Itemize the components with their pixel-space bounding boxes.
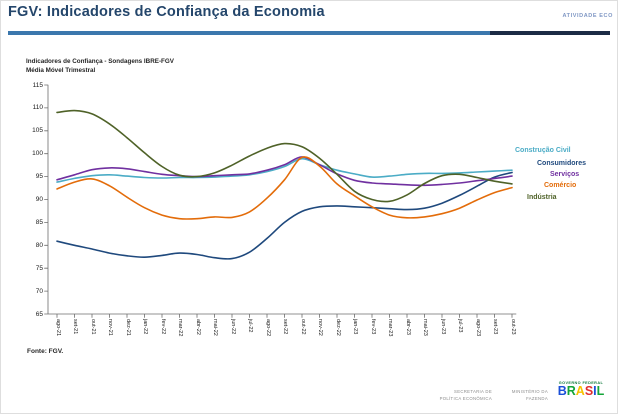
chart-title-line1: Indicadores de Confiança - Sondagens IBR… <box>26 58 174 65</box>
y-axis-label: 85 <box>35 218 43 226</box>
x-axis-label: dez-21 <box>124 318 131 336</box>
title-rule <box>8 31 610 35</box>
series-line-servicos <box>56 156 513 187</box>
legend-comercio: Comércio <box>544 182 577 189</box>
y-axis-label: 75 <box>35 264 43 272</box>
page-title: FGV: Indicadores de Confiança da Economi… <box>8 4 325 20</box>
governo-federal-logo: GOVERNO FEDERAL BRASIL <box>550 381 612 399</box>
footer-secretaria: Secretaria de Política Econômica <box>440 389 492 403</box>
y-axis-label: 80 <box>35 241 43 249</box>
legend-industria: Indústria <box>527 194 557 201</box>
brasil-letter: S <box>584 384 594 398</box>
x-axis-label: dez-22 <box>334 318 341 336</box>
x-axis-label: mar-22 <box>177 318 183 336</box>
x-axis-label: jun-23 <box>439 318 446 334</box>
footer-secretaria-line1: Secretaria de <box>454 389 492 394</box>
footer-secretaria-line2: Política Econômica <box>439 395 492 401</box>
series-line-construcao-civil <box>56 157 513 183</box>
footer-ministerio: Ministério da Fazenda <box>512 389 548 403</box>
chart-title: Indicadores de Confiança - Sondagens IBR… <box>26 57 174 75</box>
x-axis-label: out-23 <box>509 318 516 335</box>
x-axis-label: out-21 <box>89 318 96 335</box>
series-line-industria <box>56 109 513 203</box>
x-axis-label: abr-23 <box>404 318 411 335</box>
brasil-letter: B <box>557 384 567 398</box>
x-axis-label: ago-21 <box>54 318 61 336</box>
title-rule-right <box>490 31 610 35</box>
brasil-letter: L <box>596 384 605 398</box>
x-axis-label: ago-22 <box>264 318 271 336</box>
x-axis-label: mai-23 <box>422 318 428 336</box>
x-axis-label: jun-22 <box>229 318 236 334</box>
x-axis-label: mar-23 <box>387 318 393 336</box>
x-axis-label: set-21 <box>72 318 78 334</box>
x-axis-label: jul-23 <box>457 318 463 332</box>
x-axis-label: nov-21 <box>107 318 113 336</box>
series-line-comercio <box>56 156 513 220</box>
chart-title-line2: Média Móvel Trimestral <box>26 67 96 75</box>
x-axis-label: jan-22 <box>142 318 148 334</box>
y-axis-label: 100 <box>32 150 43 158</box>
x-axis-label: jan-23 <box>352 318 358 334</box>
source-note: Fonte: FGV. <box>27 348 64 355</box>
y-axis-label: 110 <box>32 104 43 112</box>
footer-ministerio-line2: Fazenda <box>526 395 548 401</box>
y-axis-label: 90 <box>35 196 43 203</box>
y-axis-label: 95 <box>35 173 43 181</box>
section-tag: ATIVIDADE ECO <box>562 13 613 19</box>
x-axis-label: jul-22 <box>247 318 253 332</box>
legend-consumidores: Consumidores <box>537 160 587 167</box>
chart-axes <box>44 84 517 318</box>
brasil-letter: A <box>575 384 585 398</box>
x-axis-label: set-23 <box>492 318 498 334</box>
legend-servicos: Serviços <box>550 171 580 178</box>
legend-construcao-civil: Construção Civil <box>515 147 571 154</box>
x-axis-label: ago-23 <box>474 318 481 336</box>
y-axis-label: 115 <box>32 81 43 89</box>
brasil-letter: I <box>593 384 597 398</box>
y-axis-label: 70 <box>35 287 43 295</box>
y-axis-label: 65 <box>35 310 43 318</box>
x-axis-label: nov-22 <box>317 318 323 336</box>
footer-ministerio-line1: Ministério da <box>511 389 548 394</box>
x-axis-label: fev-23 <box>369 318 376 334</box>
y-axis-label: 105 <box>32 127 43 135</box>
brasil-letter: R <box>566 384 576 398</box>
governo-federal-label: GOVERNO FEDERAL <box>558 381 604 385</box>
x-axis-label: abr-22 <box>194 318 201 335</box>
x-axis-label: out-22 <box>299 318 306 335</box>
brasil-wordmark: BRASIL <box>550 384 612 399</box>
series-line-consumidores <box>56 171 513 260</box>
title-rule-left <box>8 31 490 35</box>
x-axis-label: mai-22 <box>212 318 218 336</box>
x-axis-label: set-22 <box>282 318 288 334</box>
x-axis-label: fev-22 <box>159 318 166 334</box>
